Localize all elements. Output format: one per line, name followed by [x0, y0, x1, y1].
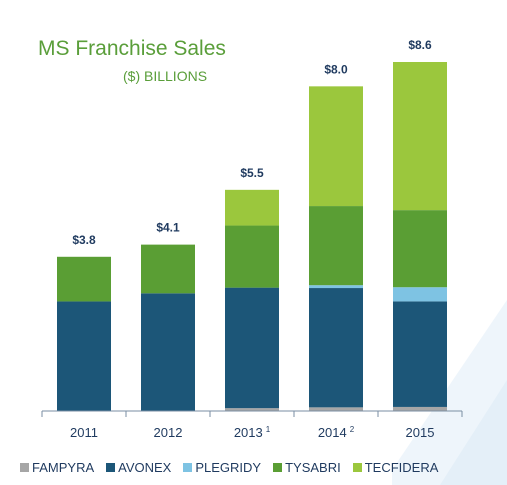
legend-item-tecfidera: TECFIDERA — [352, 460, 439, 475]
chart-subtitle: ($) BILLIONS — [123, 68, 208, 84]
total-label-2013: $5.5 — [240, 166, 264, 180]
legend-item-avonex: AVONEX — [106, 460, 171, 475]
total-label-2011: $3.8 — [72, 233, 96, 247]
bar-group — [57, 62, 447, 411]
bar-segment-plegridy-2014 — [309, 285, 363, 289]
bar-segment-tecfidera-2013 — [225, 189, 279, 226]
legend-label-tysabri: TYSABRI — [285, 460, 341, 475]
legend-swatch-tysabri — [273, 463, 283, 472]
legend-swatch-avonex — [106, 463, 116, 472]
x-tick-footnote-2013: 1 — [266, 425, 271, 434]
x-axis — [41, 410, 463, 417]
x-tick-year-2011: 2011 — [70, 425, 98, 440]
legend-item-plegridy: PLEGRIDY — [183, 460, 261, 475]
legend-swatch-fampyra — [20, 463, 29, 472]
bar-segment-avonex-2012 — [141, 293, 195, 411]
bar-segment-avonex-2015 — [393, 301, 447, 407]
bar-segment-tecfidera-2014 — [309, 86, 363, 207]
x-tick-label-2011: 2011 — [70, 425, 98, 440]
legend-swatch-plegridy — [183, 463, 193, 472]
legend-item-fampyra: FAMPYRA — [20, 460, 94, 475]
bar-segment-tysabri-2015 — [393, 210, 447, 288]
legend-item-tysabri: TYSABRI — [273, 460, 341, 475]
legend-label-plegridy: PLEGRIDY — [195, 460, 262, 475]
stacked-bar-chart: $3.8 2011 $4.1 2012 $5.5 2013 1 $8.0 2014 2 $8.6 20… — [41, 38, 463, 440]
x-tick-year-2014: 2014 — [318, 425, 347, 440]
bar-segment-fampyra-2014 — [309, 407, 363, 411]
x-tick-year-2013: 2013 — [234, 425, 263, 440]
legend-swatch-tecfidera — [352, 463, 362, 472]
bar-segment-avonex-2013 — [225, 287, 279, 409]
total-label-2014: $8.0 — [324, 62, 348, 76]
x-tick-label-2012: 2012 — [154, 425, 183, 440]
x-tick-footnote-2014: 2 — [350, 425, 355, 434]
bar-segment-tysabri-2011 — [57, 256, 111, 302]
total-label-2012: $4.1 — [156, 221, 180, 235]
bar-segment-tysabri-2014 — [309, 206, 363, 286]
label-group: $3.8 2011 $4.1 2012 $5.5 2013 1 $8.0 2014 2 $8.6 20… — [70, 38, 434, 440]
chart-title: MS Franchise Sales — [38, 37, 226, 60]
bar-segment-avonex-2014 — [309, 288, 363, 408]
legend-label-fampyra: FAMPYRA — [32, 460, 95, 475]
bar-segment-avonex-2011 — [57, 301, 111, 411]
x-tick-year-2012: 2012 — [154, 425, 183, 440]
x-tick-label-2014: 2014 2 — [318, 425, 355, 440]
x-tick-label-2013: 2013 1 — [234, 425, 271, 440]
total-label-2015: $8.6 — [408, 38, 432, 52]
bar-segment-tysabri-2012 — [141, 244, 195, 294]
legend-label-tecfidera: TECFIDERA — [364, 460, 439, 475]
legend: FAMPYRA AVONEX PLEGRIDY TYSABRI TECFIDERA — [20, 460, 450, 475]
bar-segment-tysabri-2013 — [225, 225, 279, 288]
x-tick-year-2015: 2015 — [406, 425, 435, 440]
bar-segment-fampyra-2015 — [393, 406, 447, 411]
x-tick-label-2015: 2015 — [406, 425, 435, 440]
legend-label-avonex: AVONEX — [118, 460, 172, 475]
bar-segment-fampyra-2013 — [225, 408, 279, 411]
bar-segment-tecfidera-2015 — [393, 62, 447, 211]
bar-segment-plegridy-2015 — [393, 287, 447, 302]
